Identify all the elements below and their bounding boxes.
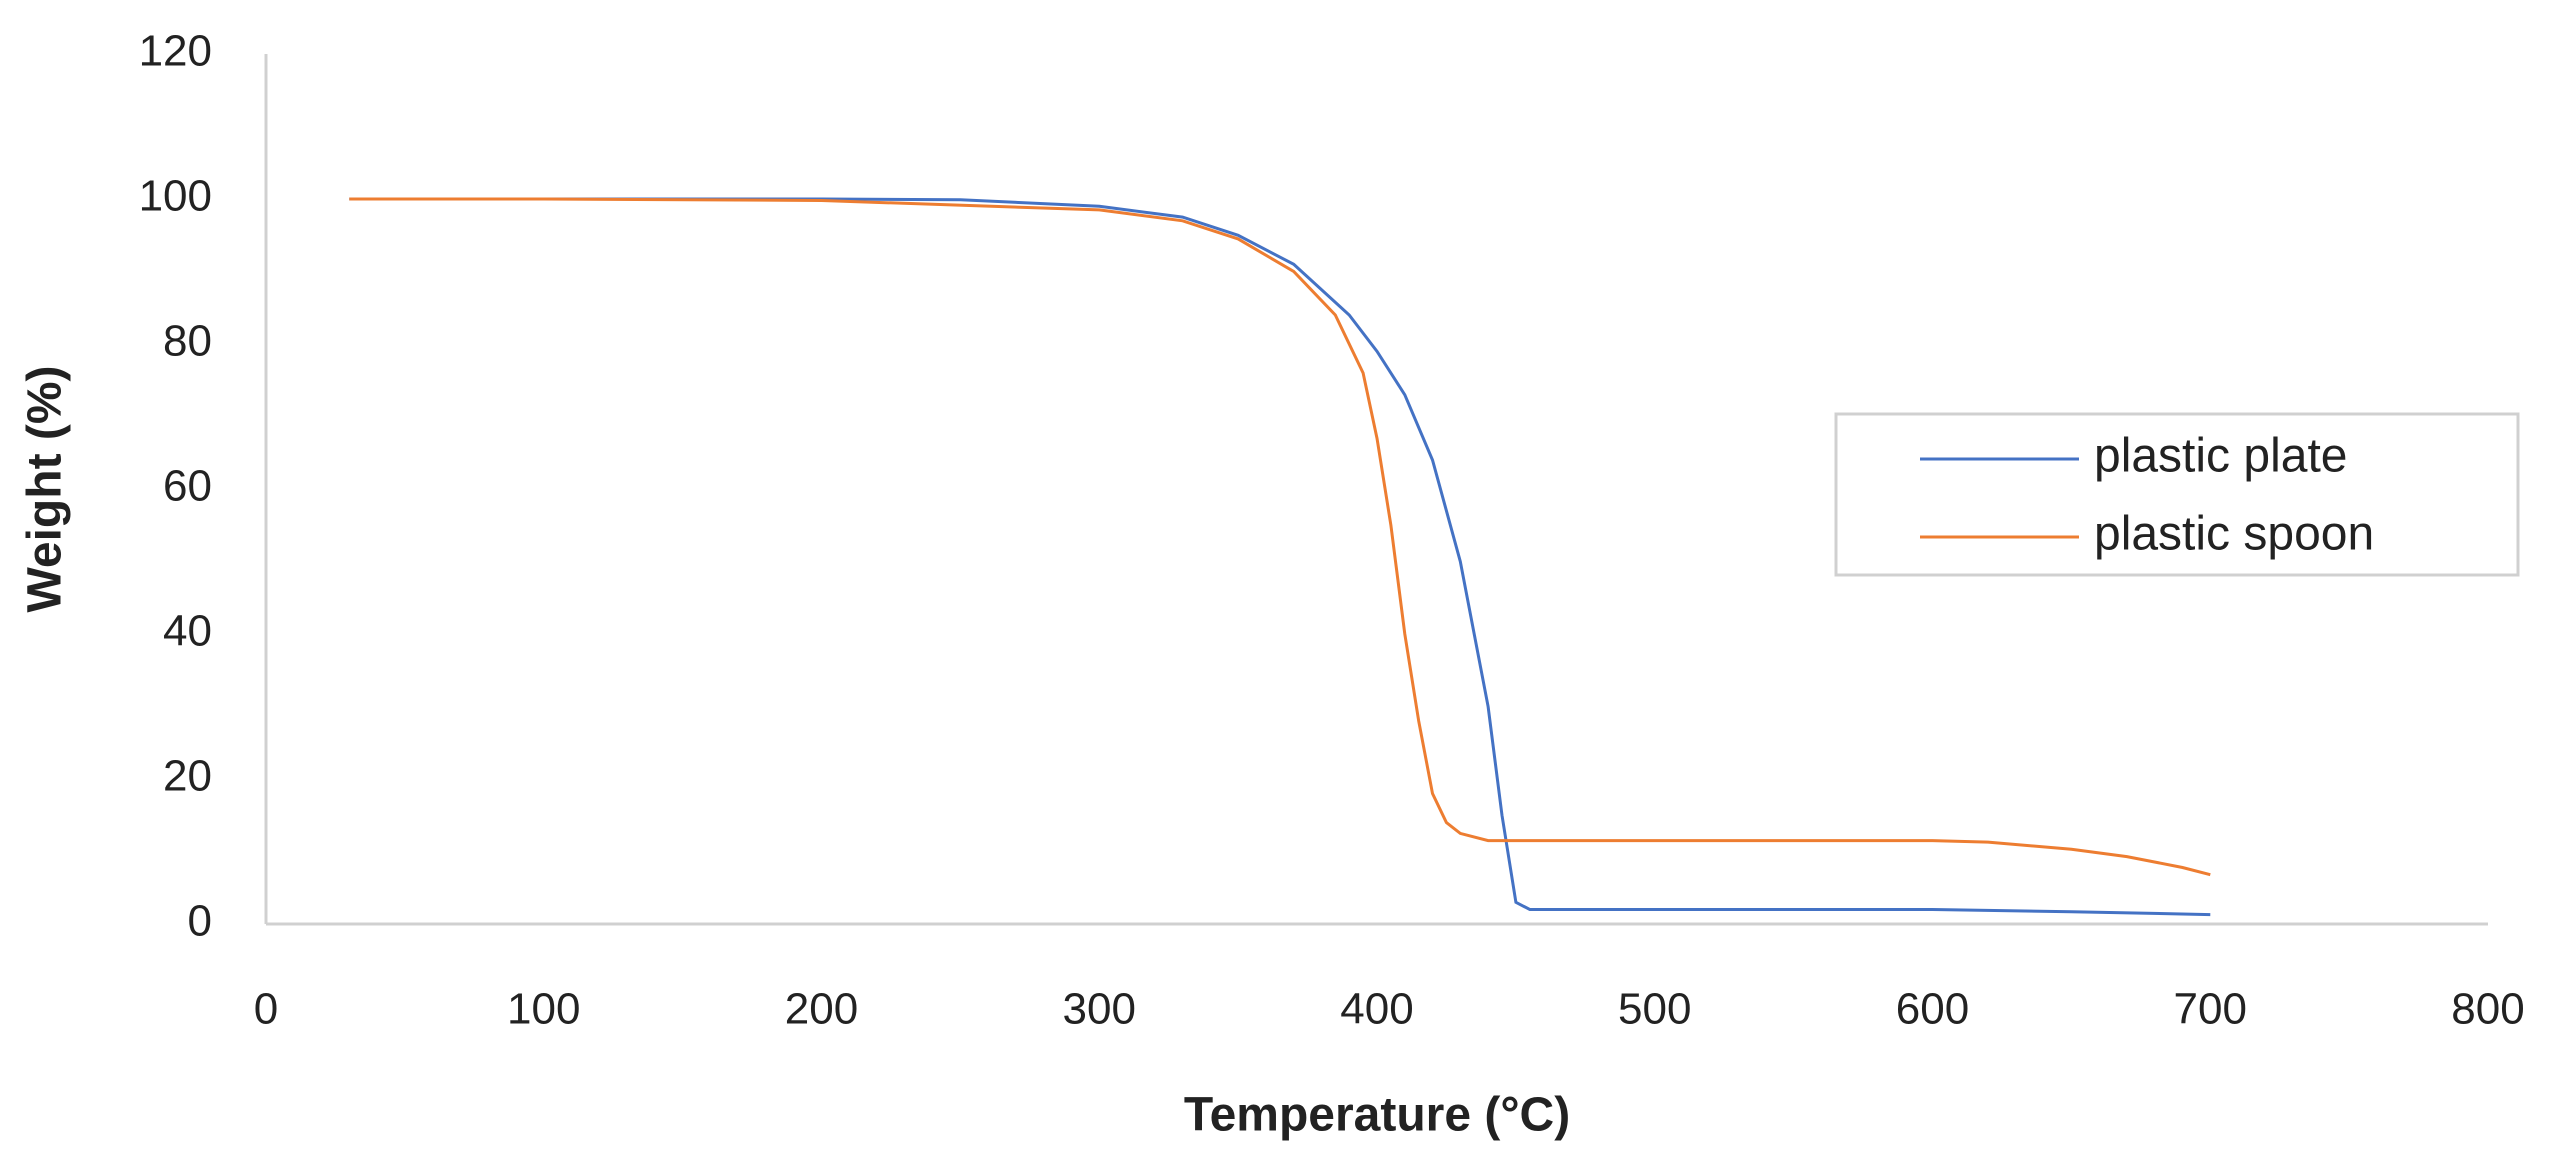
legend-box <box>1834 412 2520 577</box>
x-tick-label: 400 <box>1340 985 1413 1034</box>
x-tick-label: 300 <box>1063 985 1136 1034</box>
x-tick-label: 500 <box>1618 985 1691 1034</box>
data-line <box>349 197 2211 877</box>
x-tick-label: 800 <box>2451 985 2524 1034</box>
data-line <box>349 197 2211 917</box>
y-tick-label: 120 <box>139 27 212 76</box>
legend-label: plastic spoon <box>2094 508 2374 561</box>
x-tick-label: 100 <box>507 985 580 1034</box>
y-axis-title: Weight (%) <box>19 365 72 612</box>
y-tick-label: 0 <box>188 897 212 946</box>
x-tick-label: 600 <box>1896 985 1969 1034</box>
legend-label: plastic plate <box>2094 430 2347 483</box>
x-tick-label: 0 <box>254 985 278 1034</box>
y-tick-label: 40 <box>163 607 212 656</box>
y-tick-label: 80 <box>163 317 212 366</box>
y-tick-label: 60 <box>163 462 212 511</box>
y-tick-label: 20 <box>163 752 212 801</box>
y-tick-label: 100 <box>139 172 212 221</box>
x-tick-label: 200 <box>785 985 858 1034</box>
x-tick-label: 700 <box>2174 985 2247 1034</box>
x-axis-title: Temperature (°C) <box>1184 1089 1570 1142</box>
